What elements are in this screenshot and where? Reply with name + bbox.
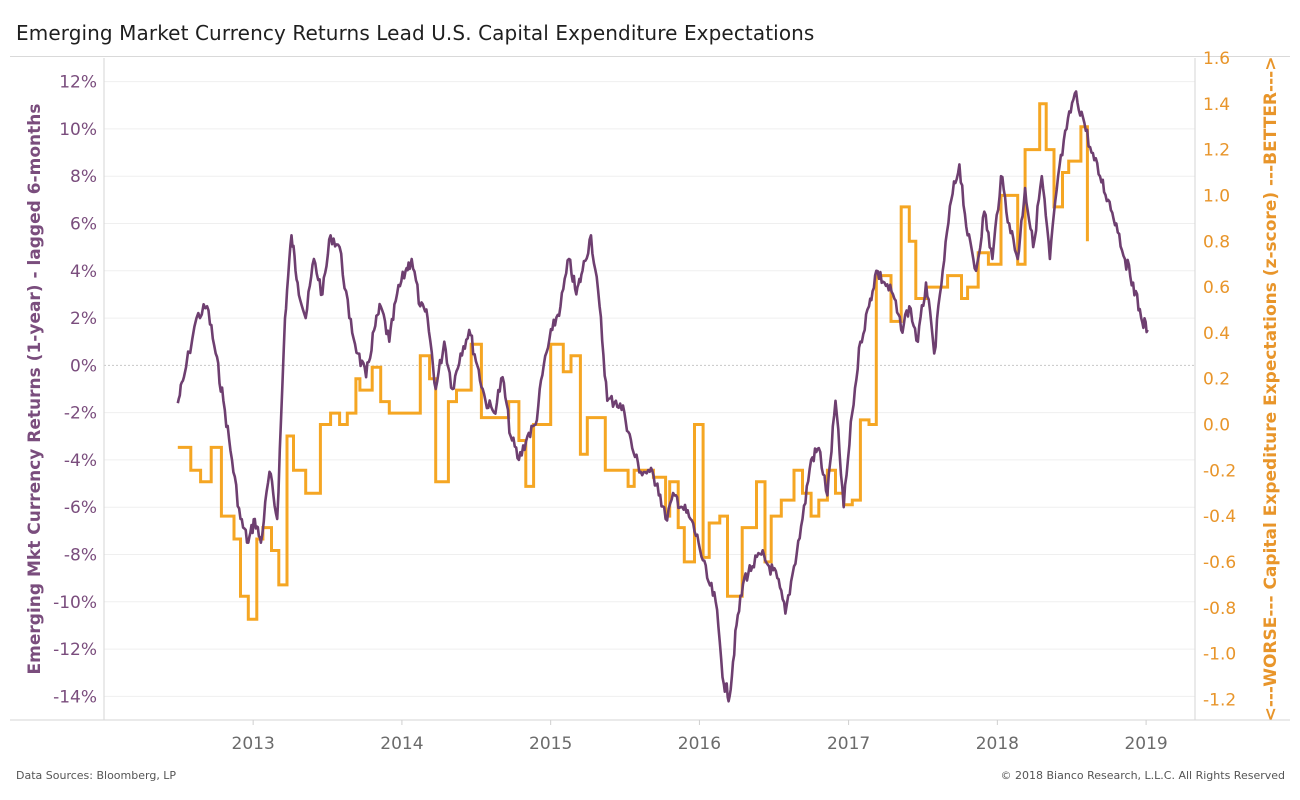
capex-expectations-line [177,102,1089,621]
left-tick-label: 0% [70,356,97,376]
data-source-note: Data Sources: Bloomberg, LP [16,769,177,782]
left-tick-label: -14% [53,687,97,707]
left-tick-label: 12% [59,73,97,93]
left-tick-label: -6% [64,498,97,518]
copyright-note: © 2018 Bianco Research, L.L.C. All Right… [1000,769,1285,782]
right-tick-label: -0.2 [1203,461,1236,481]
left-tick-label: -2% [64,404,97,424]
left-tick-label: 4% [70,262,97,282]
axes [10,58,1290,721]
left-tick-label: -8% [64,546,97,566]
left-tick-label: 10% [59,120,97,140]
right-tick-label: 0.2 [1203,370,1230,390]
title-divider [10,56,1290,57]
x-tick-label: 2018 [976,734,1019,754]
left-tick-label: -10% [53,593,97,613]
gridlines [104,81,1195,697]
right-tick-label: 0.0 [1203,416,1230,436]
right-tick-label: -0.8 [1203,599,1236,619]
right-tick-label: 1.0 [1203,186,1230,206]
right-axis-title: <---WORSE--- Capital Expediture Expectat… [1261,57,1281,722]
x-tick-label: 2016 [678,734,721,754]
right-tick-label: 1.4 [1203,95,1230,115]
left-tick-label: -12% [53,640,97,660]
left-axis-ticks: 12% 10% 8% 6% 4% 2% 0% -2% -4% -6% -8% -10% -12% -14% [53,73,97,708]
left-axis-title: Emerging Mkt Currency Returns (1-year) -… [25,104,45,675]
series-layer [176,90,1149,703]
right-axis-ticks: 1.6 1.4 1.2 1.0 0.8 0.6 0.4 0.2 0.0 -0.2 -0.4 -0.6 -… [1203,49,1236,710]
em-currency-returns-line [176,90,1149,703]
right-tick-label: 0.4 [1203,324,1230,344]
right-tick-label: 1.2 [1203,141,1230,161]
chart-title: Emerging Market Currency Returns Lead U.… [16,21,815,45]
right-tick-label: 0.6 [1203,278,1230,298]
right-tick-label: -0.4 [1203,507,1236,527]
left-tick-label: -4% [64,451,97,471]
left-tick-label: 2% [70,309,97,329]
right-tick-label: -1.2 [1203,690,1236,710]
right-tick-label: -0.6 [1203,553,1236,573]
x-tick-label: 2017 [827,734,870,754]
x-axis-ticks: 2013 2014 2015 2016 2017 2018 2019 [232,720,1168,754]
x-tick-label: 2015 [529,734,572,754]
right-tick-label: -1.0 [1203,645,1236,665]
x-tick-label: 2014 [380,734,423,754]
right-tick-label: 0.8 [1203,232,1230,252]
left-tick-label: 6% [70,215,97,235]
x-tick-label: 2013 [232,734,275,754]
left-tick-label: 8% [70,167,97,187]
x-tick-label: 2019 [1124,734,1167,754]
right-tick-label: 1.6 [1203,49,1230,69]
